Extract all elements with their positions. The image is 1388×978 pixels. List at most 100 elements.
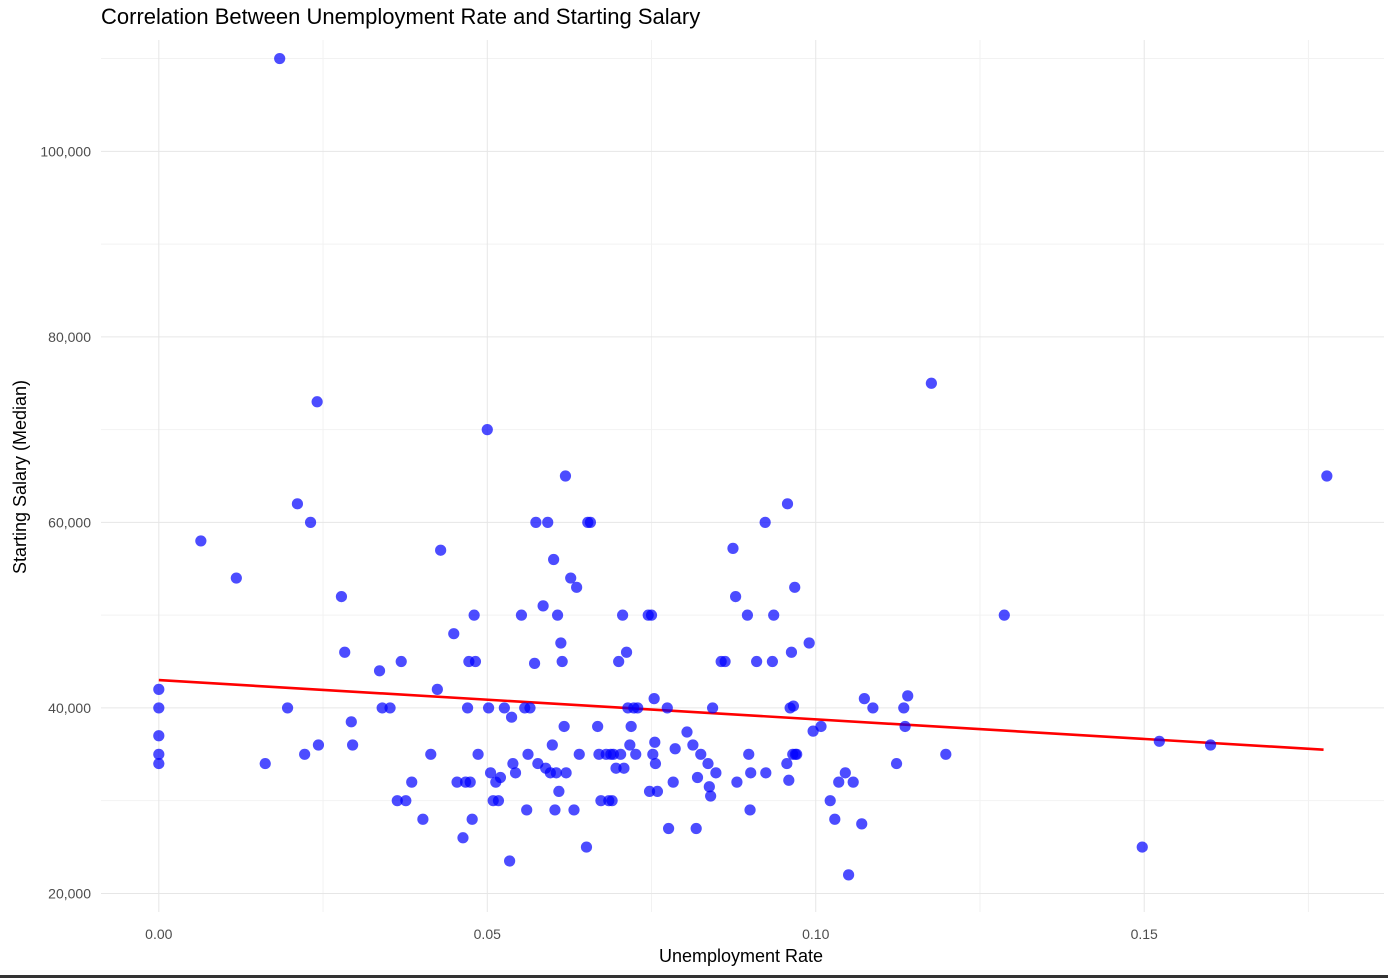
y-tick-label: 40,000 — [48, 700, 91, 716]
data-point — [558, 720, 570, 733]
data-point — [560, 767, 572, 779]
data-point — [551, 609, 564, 621]
data-point — [230, 572, 242, 584]
chart-title: Correlation Between Unemployment Rate an… — [101, 4, 700, 29]
data-point — [484, 767, 497, 779]
data-point — [431, 683, 443, 695]
data-point — [649, 736, 661, 748]
data-point — [451, 776, 463, 788]
y-tick-labels: 20,000 40,000 60,000 80,000 100,000 — [40, 143, 91, 901]
data-point — [400, 795, 412, 807]
data-point — [606, 795, 618, 807]
data-point — [691, 771, 704, 784]
data-point — [466, 813, 478, 825]
data-point — [847, 776, 859, 788]
data-point — [472, 748, 484, 760]
data-point — [347, 739, 359, 751]
data-point — [592, 720, 604, 733]
bottom-border — [0, 975, 1388, 978]
data-point — [542, 516, 554, 528]
data-point — [1153, 735, 1165, 747]
data-point — [550, 767, 562, 779]
data-point — [549, 804, 561, 816]
data-point — [617, 609, 629, 621]
data-point — [649, 757, 662, 770]
data-point — [498, 702, 510, 714]
data-point — [448, 628, 460, 640]
data-point — [595, 795, 607, 807]
data-point — [339, 646, 351, 658]
data-point — [568, 804, 580, 816]
data-point — [630, 748, 642, 760]
data-point — [304, 516, 317, 528]
data-point — [468, 609, 480, 621]
data-point — [803, 637, 815, 649]
data-point — [335, 590, 348, 603]
data-point — [1321, 470, 1333, 482]
data-point — [707, 702, 719, 714]
x-tick-label: 0.10 — [802, 926, 829, 942]
data-point — [710, 767, 722, 779]
data-point — [573, 748, 585, 760]
data-point — [504, 855, 516, 867]
data-point — [815, 720, 827, 733]
data-point — [299, 748, 311, 760]
data-point — [648, 693, 660, 705]
data-point — [787, 700, 800, 712]
data-point — [743, 748, 755, 760]
data-point — [661, 702, 673, 714]
data-point — [259, 757, 271, 770]
data-point — [469, 655, 482, 668]
data-point — [651, 785, 664, 798]
data-point — [384, 702, 396, 714]
data-point — [1204, 739, 1217, 751]
data-point — [546, 739, 558, 751]
data-point — [759, 516, 771, 528]
data-point — [435, 544, 447, 556]
data-point — [580, 841, 593, 853]
data-point — [858, 693, 870, 705]
data-point — [281, 702, 294, 714]
data-point — [618, 762, 630, 774]
data-point — [556, 655, 568, 668]
data-point — [559, 470, 572, 482]
data-point — [624, 739, 636, 751]
data-point — [695, 748, 707, 760]
data-point — [669, 743, 681, 755]
data-point — [705, 790, 717, 802]
data-point — [703, 781, 715, 793]
data-point — [391, 795, 403, 807]
data-point — [522, 748, 534, 760]
data-point — [925, 377, 937, 389]
data-point — [702, 757, 714, 770]
data-point — [153, 757, 165, 770]
data-point — [376, 702, 388, 714]
data-point — [856, 818, 868, 830]
gridlines — [101, 40, 1384, 912]
data-point — [760, 767, 772, 779]
data-point — [153, 730, 165, 742]
x-tick-label: 0.00 — [145, 926, 172, 942]
data-point — [785, 646, 798, 658]
data-point — [727, 542, 739, 554]
data-point — [373, 665, 386, 677]
data-point — [457, 832, 469, 844]
data-point — [687, 739, 699, 751]
data-point — [690, 822, 702, 835]
data-point — [902, 690, 914, 702]
data-point — [899, 720, 911, 733]
data-point — [610, 762, 622, 774]
data-point — [311, 396, 323, 408]
data-point — [153, 702, 165, 714]
data-point — [744, 804, 756, 816]
data-point — [647, 748, 659, 760]
data-point — [867, 702, 879, 714]
data-point — [537, 600, 549, 612]
data-point — [824, 795, 836, 807]
y-tick-label: 80,000 — [48, 329, 91, 345]
data-point — [195, 535, 207, 547]
data-point — [829, 813, 841, 825]
data-point — [528, 657, 541, 669]
x-tick-labels: 0.00 0.05 0.10 0.15 — [145, 926, 1158, 942]
data-point — [751, 655, 763, 668]
